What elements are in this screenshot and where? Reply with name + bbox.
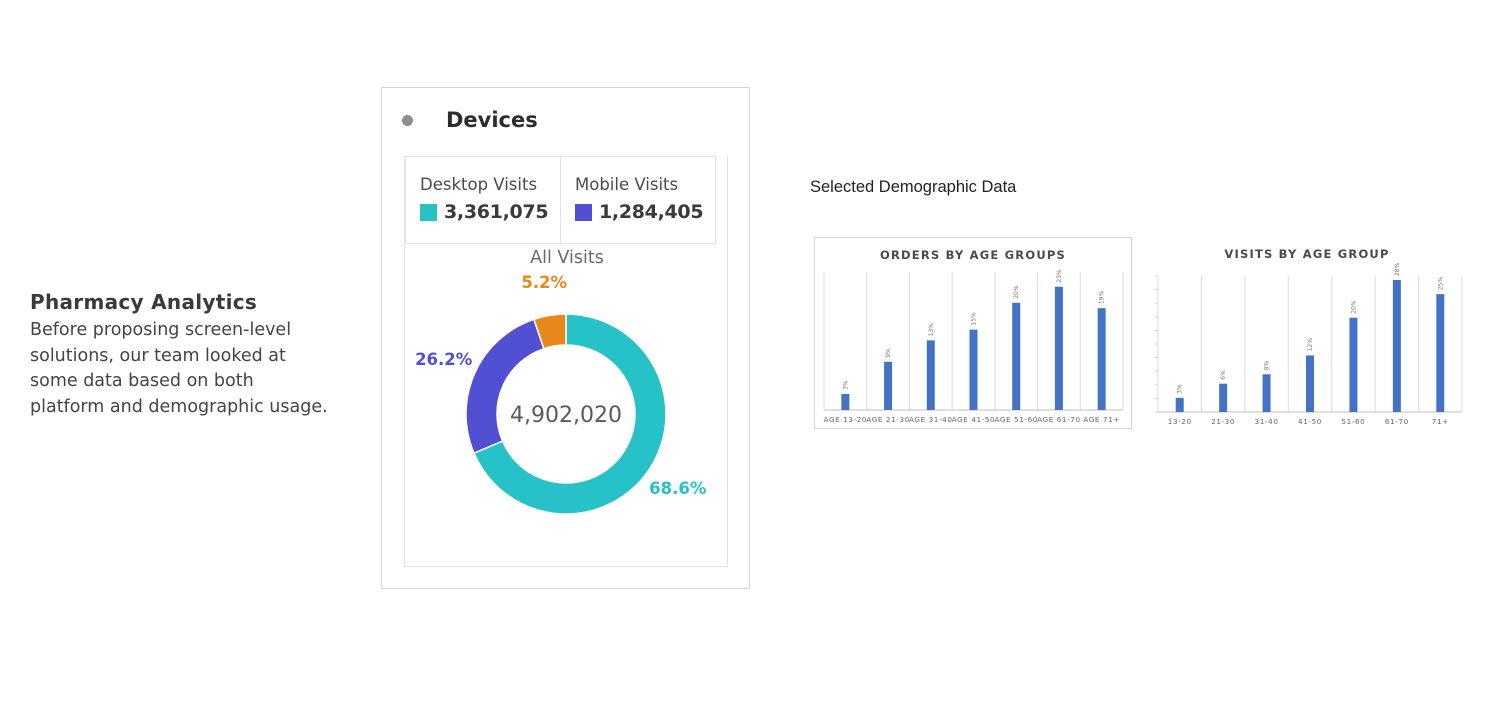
intro-line: solutions, our team looked at [30, 345, 286, 366]
x-tick-label: AGE 41-50 [952, 415, 995, 424]
bar[interactable] [1219, 383, 1228, 412]
page-title: Pharmacy Analytics [30, 290, 258, 314]
orders-by-age-chart: ORDERS BY AGE GROUPS 3% AGE 13-20 9% AGE 21… [814, 237, 1132, 429]
bar[interactable] [926, 340, 935, 410]
devices-card: Devices Desktop Visits 3,361,075 Mobile … [381, 87, 750, 589]
donut-slice-desktop[interactable] [472, 313, 667, 515]
bar[interactable] [884, 361, 893, 410]
devices-title: Devices [446, 108, 538, 132]
desktop-visits-value: 3,361,075 [444, 201, 549, 223]
x-tick-label: 61-70 [1385, 417, 1409, 426]
mobile-visits-label: Mobile Visits [575, 175, 679, 194]
mobile-swatch [575, 204, 592, 221]
bar-value-label: 8% [1264, 360, 1271, 370]
bar-value-label: 19% [1099, 291, 1106, 305]
intro-line: platform and demographic usage. [30, 396, 328, 417]
orders-chart-title: ORDERS BY AGE GROUPS [880, 248, 1066, 262]
bar[interactable] [1349, 317, 1358, 412]
visits-by-age-chart: VISITS BY AGE GROUP 3% 13-20 6% 21-30 8% 31-4… [1147, 237, 1467, 429]
bar-value-label: 12% [1307, 338, 1314, 352]
orders-bar-plot: 3% AGE 13-20 9% AGE 21-30 13% AGE 31-40 15% AGE… [823, 269, 1124, 424]
donut-label-desktop: 68.6% [649, 479, 707, 498]
desktop-swatch [420, 204, 437, 221]
donut-center-total: 4,902,020 [510, 403, 622, 428]
bar-value-label: 20% [1350, 300, 1357, 314]
x-tick-label: 71+ [1432, 417, 1449, 426]
bar[interactable] [969, 329, 978, 410]
bar[interactable] [1175, 397, 1184, 412]
donut-title: All Visits [530, 248, 604, 268]
donut-slice-mobile[interactable] [465, 318, 545, 455]
bar[interactable] [1436, 294, 1445, 412]
x-tick-label: AGE 13-20 [824, 415, 867, 424]
x-tick-label: AGE 31-40 [909, 415, 952, 424]
mobile-visits-value: 1,284,405 [599, 201, 704, 223]
x-tick-label: 13-20 [1168, 417, 1192, 426]
bar-value-label: 3% [1177, 384, 1184, 394]
x-tick-label: AGE 51-60 [994, 415, 1037, 424]
x-tick-label: AGE 21-30 [866, 415, 909, 424]
x-tick-label: AGE 71+ [1083, 415, 1120, 424]
bar-value-label: 13% [928, 323, 935, 337]
visits-chart-title: VISITS BY AGE GROUP [1224, 247, 1390, 261]
intro-description: Before proposing screen-level solutions,… [30, 318, 350, 420]
intro-line: some data based on both [30, 371, 254, 391]
bar-value-label: 25% [1437, 277, 1444, 291]
bar[interactable] [1306, 355, 1314, 412]
desktop-visits-label: Desktop Visits [420, 175, 538, 194]
bar-value-label: 6% [1220, 370, 1227, 380]
intro-line: Before proposing screen-level [30, 320, 292, 340]
donut-label-other: 5.2% [521, 273, 567, 292]
bar-value-label: 28% [1394, 262, 1401, 276]
desktop-visits-metric[interactable]: Desktop Visits 3,361,075 [405, 156, 561, 244]
bar[interactable] [1392, 280, 1401, 412]
donut-slice-other[interactable] [532, 313, 567, 350]
devices-panel: Desktop Visits 3,361,075 Mobile Visits 1… [404, 156, 728, 567]
bar-value-label: 9% [885, 348, 892, 358]
bar[interactable] [1012, 302, 1021, 410]
x-tick-label: 51-60 [1341, 417, 1365, 426]
x-tick-label: 31-40 [1255, 417, 1279, 426]
x-tick-label: 41-50 [1298, 417, 1322, 426]
visits-bar-plot: 3% 13-20 6% 21-30 8% 31-40 12% 41-50 20% 51-60 28%… [1155, 262, 1463, 426]
donut-label-mobile: 26.2% [415, 350, 473, 369]
bar-value-label: 15% [971, 312, 978, 326]
all-visits-donut-chart: 68.6% 26.2% 5.2% 4,902,020 [415, 273, 707, 515]
bar-value-label: 23% [1056, 269, 1063, 283]
demographic-title: Selected Demographic Data [810, 178, 1017, 196]
x-tick-label: 21-30 [1211, 417, 1235, 426]
bar-value-label: 3% [842, 380, 849, 390]
bar[interactable] [1097, 308, 1106, 410]
bar[interactable] [841, 393, 850, 410]
bar[interactable] [1054, 286, 1063, 410]
intro-section: Pharmacy Analytics Before proposing scre… [30, 290, 350, 420]
x-tick-label: AGE 61-70 [1037, 415, 1080, 424]
status-dot-icon [402, 115, 413, 126]
mobile-visits-metric[interactable]: Mobile Visits 1,284,405 [560, 156, 716, 244]
bar-value-label: 20% [1013, 285, 1020, 299]
bar[interactable] [1262, 374, 1271, 412]
